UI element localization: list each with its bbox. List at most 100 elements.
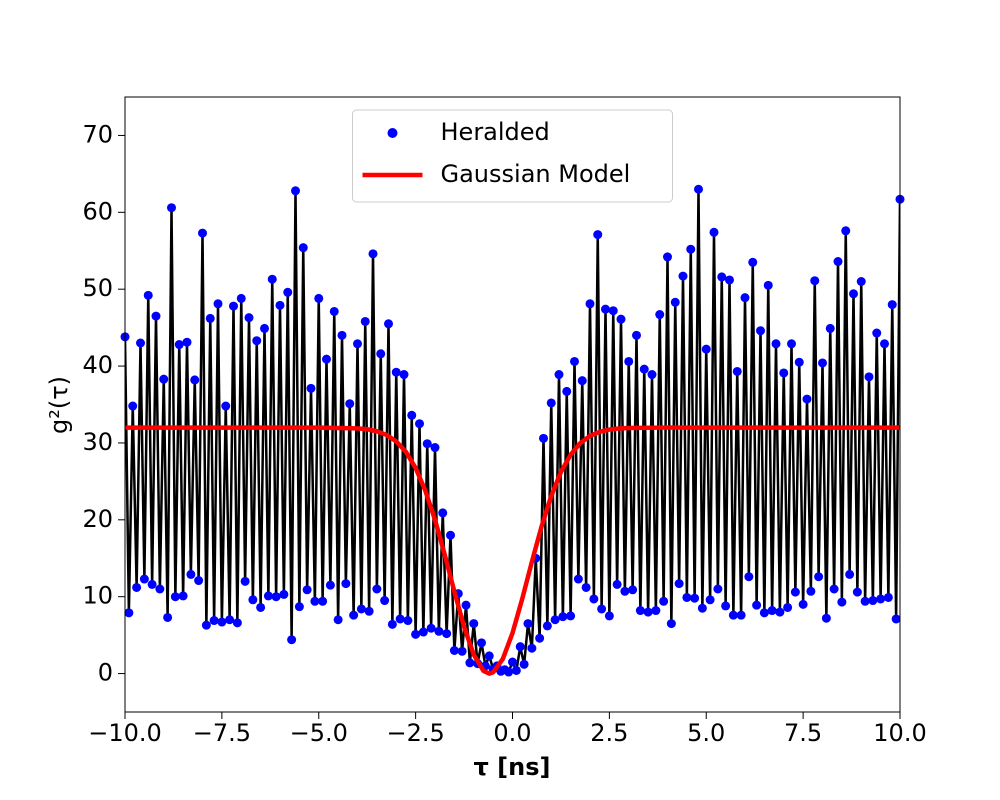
legend-box	[352, 109, 673, 203]
data-point	[225, 615, 235, 625]
data-point	[469, 619, 479, 629]
data-point	[876, 594, 886, 604]
data-point	[872, 328, 882, 338]
data-point	[612, 579, 622, 589]
data-point	[426, 623, 436, 633]
data-point	[736, 610, 746, 620]
data-point	[167, 203, 176, 213]
data-point	[821, 613, 831, 623]
x-tick-label: −10.0	[88, 719, 162, 747]
data-point	[759, 608, 769, 618]
x-tick-label: 10.0	[873, 719, 926, 747]
data-point	[395, 614, 405, 624]
data-point	[589, 594, 599, 604]
x-tick-label: −2.5	[386, 719, 444, 747]
data-point	[368, 249, 378, 259]
data-point	[442, 629, 452, 639]
data-point	[430, 443, 440, 453]
data-point	[302, 585, 312, 595]
data-point	[240, 576, 250, 586]
data-point	[484, 651, 494, 661]
data-point	[845, 569, 855, 579]
y-tick-label: 60	[82, 197, 113, 225]
data-point	[139, 574, 149, 584]
data-point	[418, 627, 428, 637]
data-point	[194, 576, 204, 586]
data-point	[279, 589, 289, 599]
data-point	[790, 587, 800, 597]
data-point	[670, 297, 680, 307]
data-point	[174, 340, 184, 350]
data-point	[639, 364, 649, 374]
data-point	[651, 606, 661, 616]
x-tick-label: −5.0	[290, 719, 348, 747]
y-tick-label: 40	[82, 351, 113, 379]
data-point	[585, 299, 595, 309]
data-point	[159, 374, 169, 384]
data-point	[477, 638, 486, 648]
data-point	[155, 584, 165, 594]
data-point	[403, 616, 413, 626]
data-point	[504, 667, 514, 677]
data-point	[446, 530, 455, 540]
data-point	[794, 357, 804, 367]
data-point	[787, 339, 796, 349]
data-point	[209, 616, 219, 626]
data-point	[628, 585, 638, 595]
data-point	[798, 599, 808, 609]
data-point	[376, 349, 386, 359]
data-point	[864, 372, 874, 382]
data-point	[217, 617, 227, 627]
data-point	[566, 611, 576, 621]
data-point	[275, 300, 285, 310]
data-point	[682, 592, 692, 602]
data-point	[721, 601, 731, 611]
data-point	[360, 316, 370, 326]
data-point	[345, 399, 355, 409]
x-tick-label: 5.0	[687, 719, 725, 747]
data-point	[860, 596, 870, 606]
data-point	[267, 274, 277, 284]
data-point	[666, 619, 676, 629]
data-point	[244, 313, 254, 323]
data-point	[756, 326, 765, 336]
data-point	[147, 579, 157, 589]
data-point	[128, 401, 138, 411]
data-point	[182, 337, 192, 347]
data-point	[635, 606, 645, 616]
data-point	[620, 586, 630, 596]
data-point	[818, 358, 827, 368]
data-point	[542, 621, 552, 631]
data-point	[186, 569, 196, 579]
data-point	[577, 376, 587, 386]
data-point	[283, 287, 293, 297]
data-point	[205, 313, 215, 323]
data-point	[523, 619, 533, 629]
data-point	[740, 293, 750, 303]
data-point	[880, 339, 889, 349]
data-point	[256, 602, 266, 612]
data-point	[232, 618, 242, 628]
data-point	[709, 227, 719, 237]
data-point	[341, 579, 351, 589]
data-point	[287, 635, 297, 645]
data-point	[535, 633, 545, 643]
x-tick-label: 0.0	[493, 719, 531, 747]
data-point	[438, 508, 448, 518]
data-point	[752, 600, 762, 610]
data-point	[515, 642, 525, 652]
y-tick-label: 70	[82, 120, 113, 148]
x-tick-label: 7.5	[784, 719, 822, 747]
data-point	[748, 257, 758, 267]
data-point	[659, 596, 669, 606]
data-point	[384, 319, 393, 329]
data-point	[263, 591, 273, 601]
data-point	[527, 643, 537, 653]
data-point	[655, 310, 665, 320]
data-point	[260, 323, 269, 333]
data-point	[236, 293, 246, 303]
data-point	[783, 602, 793, 612]
series-line	[125, 425, 900, 676]
data-point	[891, 614, 901, 624]
